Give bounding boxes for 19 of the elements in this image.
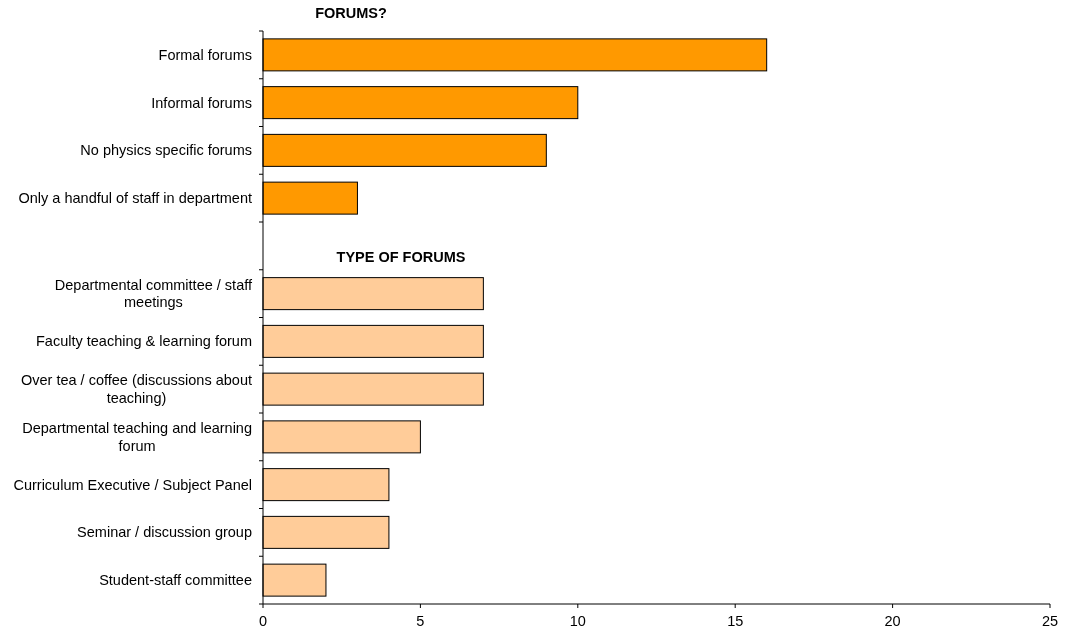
x-tick-label: 5 xyxy=(416,613,425,629)
x-tick-label: 20 xyxy=(884,613,901,629)
y-tick-label: Departmental committee / staff meetings xyxy=(54,276,253,311)
chart-title: FORUMS? xyxy=(315,5,387,21)
y-tick-label: Student-staff committee xyxy=(99,572,252,589)
y-tick-label: Curriculum Executive / Subject Panel xyxy=(13,476,252,493)
x-tick-label: 25 xyxy=(1041,613,1059,629)
y-tick-label: Faculty teaching & learning forum xyxy=(36,333,252,350)
y-tick-label: Departmental teaching and learning forum xyxy=(22,420,252,454)
y-tick-label: Only a handful of staff in department xyxy=(18,190,252,207)
x-tick-label: 10 xyxy=(569,613,586,629)
y-tick-label: Informal forums xyxy=(151,94,252,111)
x-tick-label: 0 xyxy=(258,613,268,629)
annotation: TYPE OF FORUMS xyxy=(336,248,466,265)
x-tick-label: 15 xyxy=(727,613,744,629)
y-tick-label: No physics specific forums xyxy=(80,142,252,159)
y-tick-label: Seminar / discussion group xyxy=(77,524,252,541)
y-tick-label: Formal forums xyxy=(158,46,252,63)
y-tick-label: Over tea / coffee (discussions about teaching) xyxy=(20,372,252,406)
